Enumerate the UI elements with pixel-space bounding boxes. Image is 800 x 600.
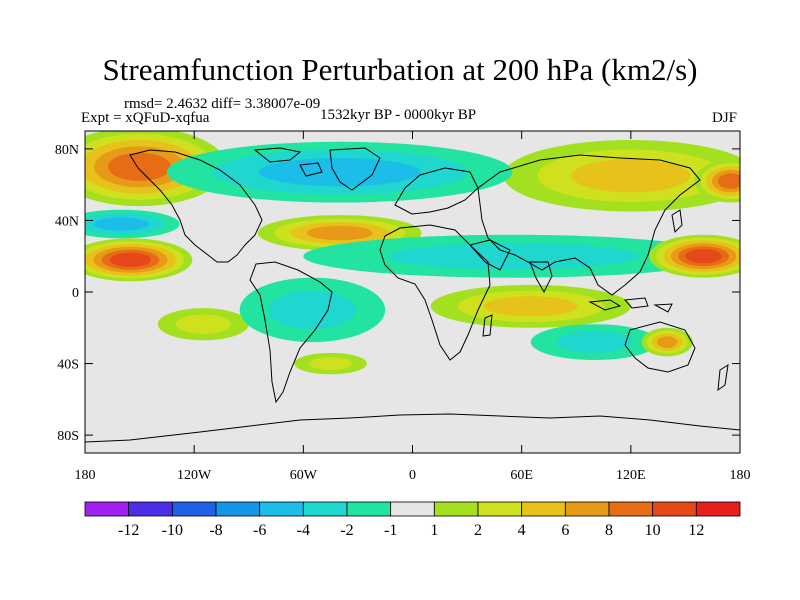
- lat-tick-label: 0: [72, 286, 79, 301]
- colorbar-label: 4: [518, 522, 526, 539]
- colorbar-label: 1: [430, 522, 438, 539]
- contour-band: [306, 225, 373, 241]
- colorbar-swatch: [259, 501, 304, 517]
- colorbar-swatch: [390, 501, 435, 517]
- contour-band: [108, 152, 172, 181]
- chart-title: Streamfunction Perturbation at 200 hPa (…: [102, 52, 698, 87]
- africa-coast: [379, 224, 491, 361]
- colorbar-label: 2: [474, 522, 482, 539]
- contour-band: [571, 159, 691, 193]
- longitude-ticks: 180 120W 60W 0 60E 120E 180: [75, 131, 751, 483]
- lon-tick-label: 60E: [510, 468, 533, 483]
- coastlines: [85, 147, 740, 443]
- arabia-india-coast: [469, 239, 553, 294]
- indonesia-coast: [588, 297, 673, 313]
- greenland-coast: [329, 147, 381, 191]
- colorbar-swatch: [477, 501, 523, 517]
- colorbar-label: 10: [645, 522, 661, 539]
- colorbar-swatch: [84, 501, 130, 517]
- latitude-ticks: 80N 40N 0 40S 80S: [55, 143, 740, 444]
- colorbar-label: -4: [297, 522, 310, 539]
- colorbar-swatch: [608, 501, 654, 517]
- colorbar-label: -6: [253, 522, 266, 539]
- contour-field: [85, 131, 740, 375]
- lon-tick-label: 180: [75, 468, 96, 483]
- contour-band: [259, 157, 421, 187]
- japan-coast: [671, 209, 683, 234]
- contour-band: [484, 296, 578, 317]
- antarctica-coast: [85, 413, 740, 443]
- lat-tick-label: 40N: [55, 214, 79, 229]
- experiment-label: Expt = xQFuD-xqfua: [81, 110, 210, 126]
- colorbar: -12 -10 -8 -6 -4 -2 -1 1 2 4 6 8 10 12: [84, 501, 741, 539]
- lon-tick-label: 180: [730, 468, 751, 483]
- colorbar-swatch: [652, 501, 697, 517]
- colorbar-label: -12: [118, 522, 139, 539]
- contour-band: [109, 252, 152, 267]
- lon-tick-label: 0: [409, 468, 416, 483]
- lat-tick-label: 40S: [57, 358, 79, 373]
- lat-tick-label: 80N: [55, 143, 79, 158]
- colorbar-swatch: [695, 501, 741, 517]
- colorbar-label: 6: [561, 522, 569, 539]
- period-label: 1532kyr BP - 0000kyr BP: [320, 107, 477, 123]
- new-zealand-coast: [717, 364, 729, 392]
- colorbar-swatch: [215, 501, 261, 517]
- lon-tick-label: 120E: [616, 468, 646, 483]
- lat-tick-label: 80S: [57, 429, 79, 444]
- colorbar-swatch: [346, 501, 392, 517]
- contour-band: [175, 314, 231, 334]
- contour-band: [717, 173, 740, 189]
- contour-band: [657, 336, 678, 348]
- colorbar-swatch: [433, 501, 479, 517]
- lon-tick-label: 60W: [290, 468, 318, 483]
- colorbar-label: -1: [384, 522, 397, 539]
- asia-coast: [477, 154, 701, 296]
- contour-band: [556, 331, 633, 353]
- colorbar-label: -8: [209, 522, 222, 539]
- contour-band: [308, 357, 353, 370]
- colorbar-label: -10: [162, 522, 183, 539]
- contour-band: [685, 249, 722, 264]
- australia-coast: [624, 321, 696, 373]
- colorbar-swatch: [521, 501, 566, 517]
- north-america-coast: [129, 149, 263, 263]
- season-label: DJF: [712, 110, 738, 126]
- colorbar-label: 12: [688, 522, 704, 539]
- colorbar-label: -2: [340, 522, 353, 539]
- colorbar-swatch: [128, 501, 173, 517]
- stats-text: rmsd= 2.4632 diff= 3.38007e-09: [124, 96, 321, 112]
- arctic-islands-coast: [253, 147, 323, 177]
- colorbar-swatch: [564, 501, 610, 517]
- madagascar-coast: [482, 314, 493, 337]
- colorbar-label: 8: [605, 522, 613, 539]
- contour-band: [387, 243, 639, 270]
- contour-band: [268, 290, 357, 330]
- colorbar-swatch: [302, 501, 348, 517]
- colorbar-swatch: [171, 501, 217, 517]
- south-america-coast: [249, 261, 333, 404]
- lon-tick-label: 120W: [177, 468, 212, 483]
- contour-band: [94, 217, 149, 231]
